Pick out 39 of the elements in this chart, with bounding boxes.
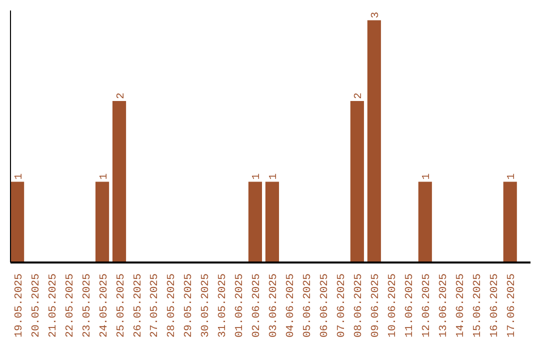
- x-tick-label: 23.05.2025: [81, 273, 94, 338]
- x-tick-label: 11.06.2025: [404, 273, 416, 338]
- x-tick-label: 31.05.2025: [217, 273, 230, 338]
- x-tick-label: 15.06.2025: [472, 273, 484, 338]
- data-label: 2: [353, 92, 366, 99]
- data-label: 1: [506, 173, 518, 180]
- x-tick-label: 09.06.2025: [370, 273, 382, 338]
- x-tick-label: 21.05.2025: [47, 273, 60, 338]
- x-tick-label: 14.06.2025: [455, 273, 468, 338]
- x-tick-label: 26.05.2025: [132, 273, 144, 338]
- x-tick-label: 20.05.2025: [30, 273, 42, 338]
- x-tick-label: 06.06.2025: [319, 273, 332, 338]
- x-tick-label: 13.06.2025: [438, 273, 450, 338]
- x-tick-label: 19.05.2025: [13, 273, 26, 338]
- data-label: 1: [98, 173, 110, 180]
- x-tick-label: 22.05.2025: [64, 273, 76, 338]
- x-tick-label: 25.05.2025: [115, 273, 128, 338]
- data-label: 1: [251, 173, 264, 180]
- x-tick-label: 27.05.2025: [149, 273, 162, 338]
- x-tick-label: 03.06.2025: [268, 273, 280, 338]
- x-tick-label: 02.06.2025: [251, 273, 264, 338]
- x-tick-label: 08.06.2025: [353, 273, 366, 338]
- x-tick-label: 10.06.2025: [387, 273, 400, 338]
- x-tick-label: 29.05.2025: [183, 273, 196, 338]
- data-label: 1: [13, 173, 26, 180]
- x-tick-label: 01.06.2025: [234, 273, 246, 338]
- data-label: 1: [421, 173, 434, 180]
- x-tick-label: 04.06.2025: [285, 273, 298, 338]
- data-label: 1: [268, 173, 280, 180]
- x-tick-label: 30.05.2025: [200, 273, 212, 338]
- x-tick-label: 24.05.2025: [98, 273, 110, 338]
- data-label: 2: [115, 92, 128, 99]
- x-tick-label: 07.06.2025: [336, 273, 348, 338]
- data-label: 3: [370, 12, 382, 18]
- x-tick-label: 17.06.2025: [506, 273, 518, 338]
- x-tick-label: 05.06.2025: [302, 273, 314, 338]
- x-tick-label: 16.06.2025: [489, 273, 502, 338]
- x-tick-label: 12.06.2025: [421, 273, 434, 338]
- x-tick-label: 28.05.2025: [166, 273, 178, 338]
